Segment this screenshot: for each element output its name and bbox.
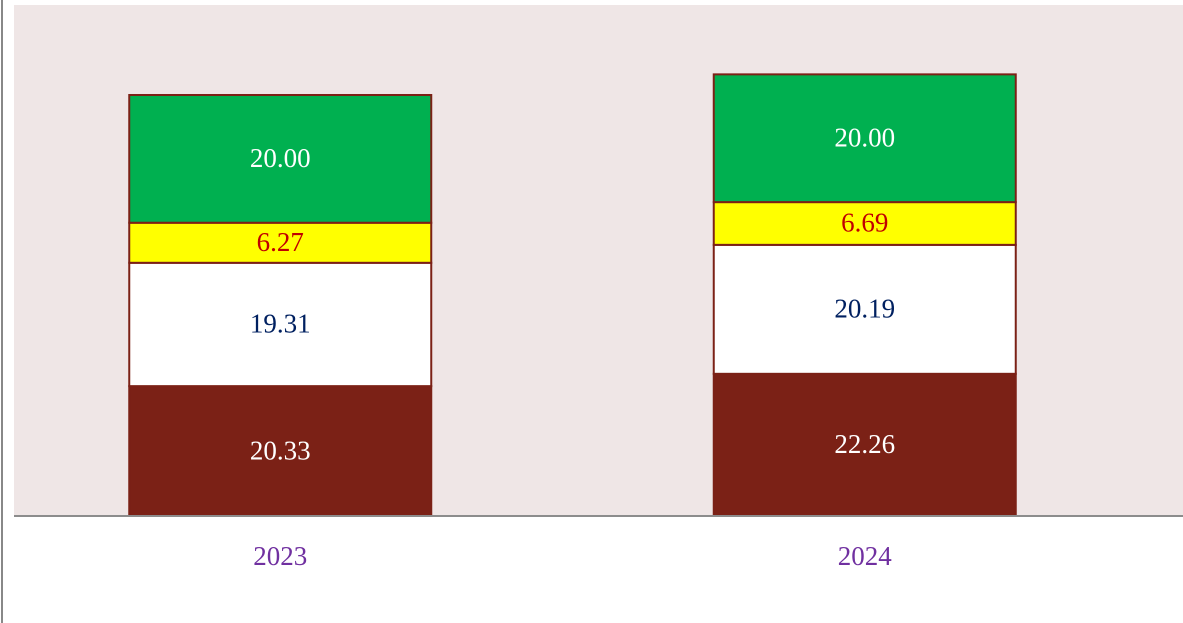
bar-segment — [712, 243, 1017, 375]
value-label: 20.00 — [250, 143, 311, 173]
bar-segment — [712, 73, 1017, 204]
value-label: 19.31 — [250, 309, 311, 339]
value-label: 6.27 — [257, 227, 304, 257]
value-label: 22.26 — [834, 429, 895, 459]
bar-segment — [712, 201, 1017, 246]
value-label: 20.33 — [250, 435, 311, 465]
x-tick-label: 2023 — [253, 541, 307, 571]
bar-segment — [712, 372, 1017, 517]
bar-segment — [128, 385, 433, 517]
bar-segment — [128, 261, 433, 388]
bar-segment — [128, 93, 433, 224]
x-tick-label: 2024 — [838, 541, 893, 571]
value-label: 6.69 — [841, 208, 888, 238]
value-label: 20.00 — [834, 122, 895, 152]
value-label: 20.19 — [834, 294, 895, 324]
